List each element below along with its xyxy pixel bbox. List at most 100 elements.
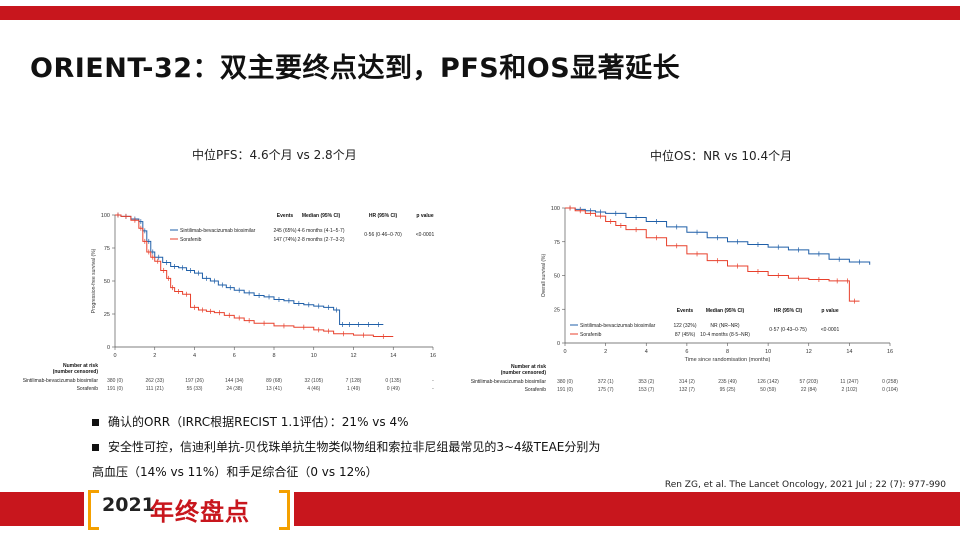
y-tick-label: 75 [554, 240, 560, 246]
risk-cell: - [432, 378, 434, 384]
x-tick-label: 4 [193, 353, 196, 359]
logo-year: 2021 [102, 494, 155, 516]
y-tick-label: 0 [107, 345, 110, 351]
risk-cell: 55 (33) [187, 386, 203, 392]
bullet-list: 确认的ORR（IRRC根据RECIST 1.1评估）：21% vs 4% 安全性… [92, 410, 600, 485]
risk-cell: 24 (38) [226, 386, 242, 392]
x-tick-label: 10 [311, 353, 317, 359]
legend-p-value: <0·0001 [821, 327, 840, 333]
risk-cell: 4 (46) [307, 386, 320, 392]
risk-cell: 1 (49) [347, 386, 360, 392]
os-subtitle: 中位OS：NR vs 10.4个月 [650, 149, 793, 163]
risk-cell: 191 (0) [557, 387, 573, 393]
km-curve-sorafenib [115, 214, 394, 337]
risk-cell: 89 (68) [266, 378, 282, 384]
risk-cell: 0 (135) [385, 378, 401, 384]
bullet-safety: 安全性可控，信迪利单抗-贝伐珠单抗生物类似物组和索拉非尼组最常见的3~4级TEA… [92, 435, 600, 460]
risk-table-title: Number at risk [63, 363, 98, 369]
y-tick-label: 50 [104, 279, 110, 285]
risk-cell: 57 (203) [799, 379, 818, 385]
x-tick-label: 8 [272, 353, 275, 359]
logo-text: 年终盘点 [150, 498, 250, 526]
x-tick-label: 0 [113, 353, 116, 359]
risk-table-title: Number at risk [511, 364, 546, 370]
risk-cell: 153 (7) [638, 387, 654, 393]
risk-cell: 22 (84) [801, 387, 817, 393]
legend-median: 2·8 months (2·7–3·2) [298, 237, 345, 243]
os-chart: 0 25 50 75 100 0 2 4 6 8 10 12 14 16 Overall survival … [471, 205, 898, 393]
risk-cell: 262 (33) [145, 378, 164, 384]
pfs-subtitle: 中位PFS：4.6个月 vs 2.8个月 [192, 148, 357, 162]
slide-title: ORIENT-32：双主要终点达到，PFS和OS显著延长 [30, 53, 681, 84]
legend-header-median: Median (95% CI) [706, 308, 745, 314]
logo-left-bracket [88, 490, 99, 530]
legend-events: 147 (74%) [273, 237, 296, 243]
risk-row-label: Sintilimab-bevacizumab biosimilar [23, 378, 99, 384]
risk-cell: 0 (258) [882, 379, 898, 385]
x-axis-label: Time since randomisation (months) [685, 357, 771, 363]
risk-cell: 314 (2) [679, 379, 695, 385]
logo-right-bracket [279, 490, 290, 530]
legend-header-median: Median (95% CI) [302, 213, 341, 219]
risk-cell: 0 (49) [387, 386, 400, 392]
risk-cell: 13 (41) [266, 386, 282, 392]
risk-cell: 2 (102) [841, 387, 857, 393]
risk-cell: 111 (21) [146, 386, 164, 392]
top-red-bar [0, 6, 960, 20]
risk-cell: 197 (26) [185, 378, 204, 384]
y-axis-label: Progression-free survival (%) [91, 248, 97, 313]
risk-cell: 126 (142) [757, 379, 779, 385]
risk-cell: 372 (1) [598, 379, 614, 385]
risk-cell: 144 (34) [225, 378, 244, 384]
legend-p-value: <0·0001 [416, 232, 435, 238]
legend-header-events: Events [277, 213, 294, 219]
risk-cell: 132 (7) [679, 387, 695, 393]
x-tick-label: 14 [846, 349, 852, 355]
risk-cell: - [432, 386, 434, 392]
risk-cell: 380 (0) [107, 378, 123, 384]
y-tick-label: 0 [557, 341, 560, 347]
risk-table-subtitle: (number censored) [501, 370, 547, 376]
legend-hr-value: 0·56 (0·46–0·70) [364, 232, 402, 238]
x-tick-label: 16 [430, 353, 436, 359]
y-tick-label: 100 [551, 206, 560, 212]
risk-cell: 175 (7) [598, 387, 614, 393]
legend-events: 245 (65%) [273, 228, 296, 234]
risk-cell: 0 (104) [882, 387, 898, 393]
legend-header-p: p value [416, 213, 433, 219]
legend-hr-value: 0·57 (0·43–0·75) [769, 327, 807, 333]
km-curve-sintilimab [565, 207, 871, 265]
year-review-logo: 2021 年终盘点 [84, 486, 294, 530]
legend-header-hr: HR (95% CI) [774, 308, 803, 314]
risk-cell: 50 (59) [760, 387, 776, 393]
x-tick-label: 4 [645, 349, 648, 355]
risk-cell: 11 (247) [840, 379, 859, 385]
km-curve-sorafenib [565, 207, 860, 302]
risk-cell: 191 (0) [107, 386, 123, 392]
legend-header-p: p value [821, 308, 838, 314]
y-tick-label: 50 [554, 274, 560, 280]
legend-events: 122 (32%) [673, 323, 696, 329]
x-tick-label: 10 [765, 349, 771, 355]
legend-header-events: Events [677, 308, 694, 314]
x-tick-label: 6 [233, 353, 236, 359]
legend-series-name: Sintilimab-bevacizumab biosimilar [580, 323, 656, 329]
y-tick-label: 25 [554, 307, 560, 313]
legend-series-name: Sorafenib [180, 237, 202, 243]
risk-table-subtitle: (number censored) [53, 369, 99, 375]
risk-cell: 7 (128) [346, 378, 362, 384]
risk-cell: 95 (25) [720, 387, 736, 393]
pfs-chart: 0 25 50 75 100 0 2 4 6 8 10 12 14 16 Progression-free … [23, 212, 436, 392]
risk-cell: 32 (105) [304, 378, 323, 384]
legend-median: 4·6 months (4·1–5·7) [298, 228, 345, 234]
x-tick-label: 16 [887, 349, 893, 355]
x-tick-label: 12 [806, 349, 812, 355]
legend-header-hr: HR (95% CI) [369, 213, 398, 219]
x-tick-label: 12 [350, 353, 356, 359]
x-tick-label: 14 [390, 353, 396, 359]
y-axis-label: Overall survival (%) [541, 253, 547, 297]
bullet-orr: 确认的ORR（IRRC根据RECIST 1.1评估）：21% vs 4% [92, 410, 600, 435]
risk-row-label: Sorafenib [525, 387, 547, 393]
risk-cell: 235 (49) [718, 379, 737, 385]
y-tick-label: 75 [104, 246, 110, 252]
